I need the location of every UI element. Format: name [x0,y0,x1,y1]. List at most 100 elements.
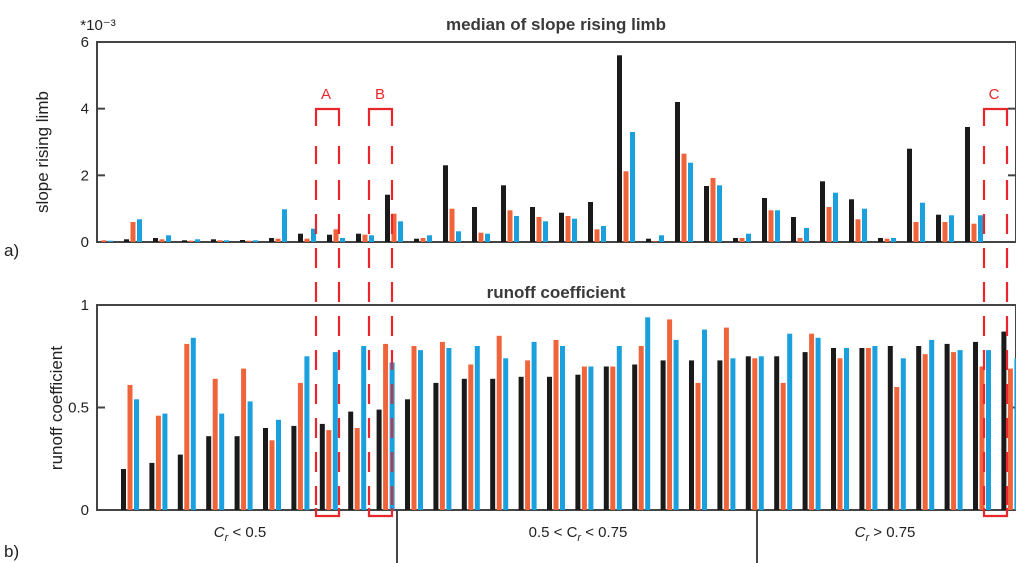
panel-a-bar-black-11 [414,238,419,242]
panel-b-bar-blue-15 [560,346,565,510]
panel-b-bar-black-13 [490,378,496,510]
panel-a-bar-black-10 [385,194,390,242]
panel-a-bar-orange-1 [130,222,136,242]
panel-a-bar-orange-20 [681,153,687,242]
panel-a-bar-black-19 [646,238,651,242]
panel-a-bar-blue-29 [949,215,954,242]
panel-a-bar-black-7 [298,233,303,242]
panel-a-bar-blue-3 [195,239,200,242]
panel-b-bar-blue-16 [588,366,594,510]
panel-b-bar-black-15 [547,376,552,511]
panel-a-bar-orange-19 [652,241,658,242]
panel-b-bar-black-20 [689,360,694,510]
panel-a-bar-orange-15 [536,217,542,242]
panel-a-bar-black-15 [530,207,535,242]
panel-a-bar-blue-30 [978,215,983,242]
panel-b-bar-blue-6 [304,356,310,511]
panel-b-bar-orange-4 [241,368,247,510]
panel-a-bar-orange-2 [159,239,165,242]
panel-b-bar-orange-23 [780,382,786,510]
panel-b-bar-orange-10 [411,346,417,510]
panel-a-bar-orange-4 [217,240,223,242]
panel-b-bar-black-6 [291,425,297,510]
panel-b-bar-black-2 [177,454,183,510]
panel-b-bar-black-19 [660,360,666,510]
panel-a-bar-black-30 [965,127,970,242]
panel-a-ylabel: slope rising limb [33,91,52,213]
panel-a-bar-blue-16 [572,218,577,242]
panel-a-ytick-label-0: 0 [81,234,89,251]
panel-a-bar-blue-18 [630,132,635,242]
panel-b-bar-blue-2 [190,337,196,510]
group-label-3: Cr > 0.75 [855,524,916,544]
panel-a-bar-black-24 [791,217,796,242]
panel-b-bar-orange-3 [212,378,218,510]
panel-b-bar-orange-19 [667,319,673,510]
panel-a-bar-blue-6 [282,209,287,242]
panel-b-bar-black-7 [319,423,325,510]
panel-b-bar-orange-11 [439,341,445,510]
panel-a-bar-orange-30 [971,223,977,242]
panel-b-bar-black-31 [1001,331,1007,510]
group-label-2: 0.5 < Cr < 0.75 [529,524,628,544]
group-label-1: Cr < 0.5 [214,524,266,544]
panel-b: runoff coefficient runoff coefficient b)… [4,283,1016,563]
panel-a-bar-orange-25 [826,207,832,242]
panel-a-bar-black-2 [153,238,158,242]
bracket-C [982,107,1009,518]
panel-b-bar-black-27 [887,346,893,510]
panel-a-bar-orange-10 [391,213,397,242]
panel-a-bar-black-20 [675,102,680,242]
panel-a-bar-black-5 [240,240,245,242]
panel-b-bar-black-1 [149,462,155,510]
panel-a-bar-orange-8 [333,229,339,242]
panel-a-bar-blue-20 [688,162,693,242]
panel-b-bar-blue-4 [247,401,253,510]
panel-b-bar-blue-0 [134,399,139,510]
panel-b-bar-black-9 [376,409,382,510]
panel-b-bar-orange-20 [695,382,701,510]
panel-a-bar-black-22 [733,238,738,242]
panel-a-bar-blue-23 [775,210,780,242]
panel-b-bar-blue-18 [645,317,651,510]
panel-b-bar-orange-12 [468,364,474,510]
panel-b-bar-blue-26 [872,346,878,510]
panel-b-bar-blue-19 [673,339,679,510]
panel-b-bar-orange-27 [894,387,900,510]
panel-a-title: median of slope rising limb [446,15,666,34]
panel-b-bar-black-16 [575,374,581,510]
panel-b-bar-black-25 [831,348,836,510]
panel-b-bar-black-22 [745,356,751,511]
panel-b-bar-blue-17 [616,346,622,510]
panel-a-bar-orange-11 [420,238,426,242]
panel-a-bar-black-18 [617,55,622,242]
panel-a-bar-orange-13 [478,232,484,242]
panel-b-bar-blue-25 [844,348,849,510]
panel-b-bar-orange-18 [638,346,644,510]
bracket-A [314,107,341,518]
panel-b-bar-blue-8 [361,346,367,510]
panel-a-bar-orange-5 [246,240,252,242]
panel-b-bar-orange-31 [1007,368,1013,510]
panel-b-label: b) [4,542,19,561]
panel-b-bar-orange-8 [354,428,360,510]
panel-b-bar-black-12 [461,378,467,510]
panel-b-bar-black-4 [234,436,240,510]
panel-a-bar-black-16 [559,212,564,242]
group-axis: Cr < 0.5 0.5 < Cr < 0.75 Cr > 0.75 [214,510,916,563]
panel-a-bar-orange-29 [942,222,948,242]
panel-a-bar-orange-3 [188,240,194,242]
panel-a-bar-orange-9 [362,234,368,242]
panel-b-bar-blue-3 [219,413,225,510]
panel-b-bar-blue-11 [446,348,452,510]
panel-b-bar-black-17 [603,366,609,510]
panel-a-frame [96,41,1016,243]
annotation-C-label: C [989,86,1000,103]
panel-a-bar-black-6 [269,238,274,242]
panel-a-bar-black-26 [849,199,854,242]
panel-b-bar-orange-17 [610,366,616,510]
panel-b-bar-black-14 [518,376,524,511]
panel-b-ytick-label-0: 0 [81,502,89,519]
panel-b-bar-black-28 [916,346,922,510]
